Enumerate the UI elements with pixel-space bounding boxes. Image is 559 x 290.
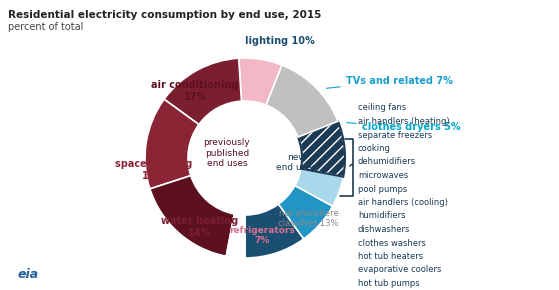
Text: TVs and related 7%: TVs and related 7% (326, 76, 453, 88)
Wedge shape (150, 176, 234, 256)
Text: hot tub heaters: hot tub heaters (358, 252, 423, 261)
Text: dehumidifiers: dehumidifiers (358, 157, 416, 166)
Wedge shape (266, 65, 338, 137)
Text: air conditioning
17%: air conditioning 17% (151, 80, 239, 102)
Text: refrigerators
7%: refrigerators 7% (229, 226, 295, 245)
Text: percent of total: percent of total (8, 22, 83, 32)
Text: eia: eia (18, 269, 39, 282)
Wedge shape (278, 186, 333, 239)
Wedge shape (145, 99, 199, 189)
Text: water heating
14%: water heating 14% (160, 216, 238, 238)
Text: cooking: cooking (358, 144, 391, 153)
Text: humidifiers: humidifiers (358, 211, 405, 220)
Text: air handlers (heating): air handlers (heating) (358, 117, 449, 126)
Wedge shape (295, 169, 343, 206)
Wedge shape (245, 204, 304, 258)
Text: clothes dryers 5%: clothes dryers 5% (347, 122, 461, 133)
Wedge shape (164, 58, 241, 124)
Text: clothes washers: clothes washers (358, 238, 426, 247)
Wedge shape (298, 121, 345, 177)
Wedge shape (239, 58, 282, 105)
Wedge shape (226, 214, 245, 258)
Text: ceiling fans: ceiling fans (358, 104, 406, 113)
Text: Residential electricity consumption by end use, 2015: Residential electricity consumption by e… (8, 10, 321, 20)
Text: microwaves: microwaves (358, 171, 408, 180)
Text: evaporative coolers: evaporative coolers (358, 266, 442, 275)
Text: hot tub pumps: hot tub pumps (358, 279, 420, 288)
Text: space heating
15%: space heating 15% (115, 160, 192, 181)
Text: separate freezers: separate freezers (358, 130, 432, 139)
Text: previously
published
end uses: previously published end uses (203, 138, 250, 168)
Text: lighting 10%: lighting 10% (245, 37, 315, 46)
Text: not elsewhere
classified 13%: not elsewhere classified 13% (278, 209, 339, 228)
Text: air handlers (cooling): air handlers (cooling) (358, 198, 448, 207)
Text: dishwashers: dishwashers (358, 225, 410, 234)
Text: new
end uses: new end uses (277, 153, 317, 172)
Text: pool pumps: pool pumps (358, 184, 408, 193)
